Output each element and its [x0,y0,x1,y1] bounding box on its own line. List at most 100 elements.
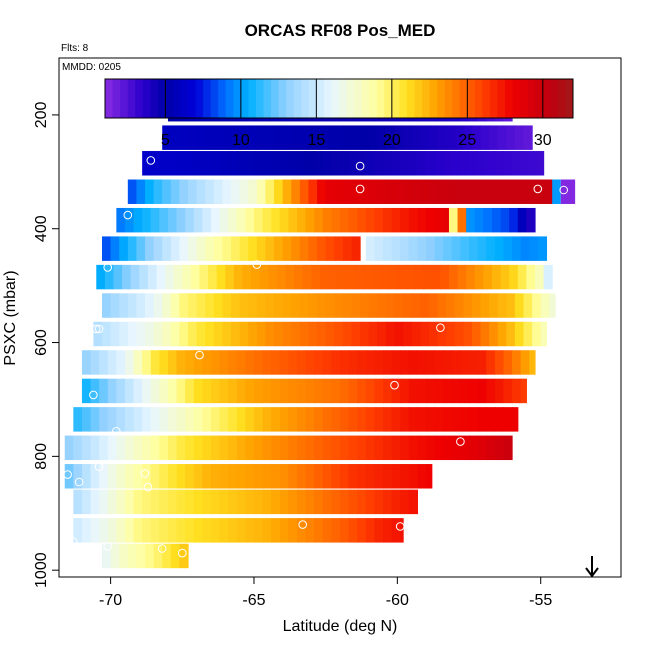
heatmap-cell [262,518,272,543]
colorbar-segment [203,79,212,118]
heatmap-cell [400,378,410,404]
heatmap-cell [213,125,224,150]
heatmap-cell [357,350,367,375]
colorbar-segment [391,79,400,118]
data-point-circle [390,380,399,390]
colorbar-segment [406,79,415,118]
heatmap-cell [305,435,315,461]
heatmap-cell [394,321,404,347]
heatmap-cell [342,125,353,150]
heatmap-cell [196,236,206,261]
heatmap-cell [486,236,496,261]
heatmap-cell [185,464,195,489]
heatmap-cell [231,321,241,347]
heatmap-cell [411,293,421,318]
heatmap-cell [153,543,163,569]
heatmap-cell [116,518,126,543]
heatmap-cell [196,179,206,204]
heatmap-cell [391,435,401,461]
colorbar-segment [429,79,438,118]
heatmap-cell [167,378,178,404]
heatmap-cell [107,407,117,432]
heatmap-cell [314,489,324,515]
heatmap-cell [340,435,350,461]
heatmap-cell [291,179,301,204]
heatmap-cell [185,407,195,432]
heatmap-cell [314,378,324,404]
heatmap-cell [176,207,186,233]
heatmap-cell [81,518,92,543]
heatmap-cell [279,407,289,432]
heatmap-cell [253,489,264,515]
heatmap-cell [99,350,109,375]
heatmap-cell [262,207,272,233]
heatmap-cell [463,179,473,204]
heatmap-cell [377,293,387,318]
heatmap-cell [188,321,198,347]
heatmap-cell [202,435,212,461]
heatmap-cell [357,435,367,461]
heatmap-cell [99,407,109,432]
heatmap-cell [170,293,181,318]
heatmap-cell [102,293,112,318]
heatmap-cell [400,236,410,261]
heatmap-cell [385,125,396,150]
heatmap-cell [156,264,166,290]
heatmap-cell [514,321,525,347]
x-tick-label: -65 [242,592,265,609]
heatmap-cell [305,350,315,375]
heatmap-cell [503,151,513,176]
heatmap-cell [426,151,436,176]
colorbar-segment [271,79,280,118]
heatmap-cell [454,125,464,150]
heatmap-cell [331,518,341,543]
heatmap-cell [506,125,516,150]
heatmap-cell [145,179,155,204]
y-tick-label: 400 [33,215,50,242]
heatmap-cell [228,435,238,461]
x-axis: -70 -65 -60 -55 [99,576,552,609]
heatmap-cell [529,236,539,261]
heatmap-cell [279,464,289,489]
heatmap-cell [440,264,450,290]
heatmap-cell [193,350,203,375]
heatmap-cell [489,321,499,347]
heatmap-cell [176,435,186,461]
heatmap-cell [167,207,178,233]
heatmap-cell [403,293,413,318]
heatmap-cell [73,464,83,489]
y-tick-label: 200 [33,101,50,128]
data-point-circle [112,427,121,436]
heatmap-cell [274,125,284,150]
heatmap-cell [334,125,344,150]
heatmap-cell [274,321,284,347]
heatmap-cell [236,350,246,375]
heatmap-cell [480,293,490,318]
heatmap-cell [219,407,229,432]
data-point-circle [355,161,365,171]
heatmap-cell [540,179,550,204]
heatmap-cell [265,125,275,150]
heatmap-cell [116,435,126,461]
heatmap-cell [305,378,315,404]
heatmap-cell [443,435,453,461]
heatmap-cell [305,207,315,233]
heatmap-cell [523,179,533,204]
heatmap-cell [434,378,444,404]
heatmap-cell [469,350,479,375]
heatmap-cell [276,264,287,290]
heatmap-cell [179,236,189,261]
heatmap-cell [185,435,195,461]
heatmap-cell [520,151,530,176]
heatmap-cell [360,179,370,204]
data-point-circle [436,323,445,333]
heatmap-cell [162,179,172,204]
heatmap-cell [150,435,160,461]
heatmap-cell [236,151,246,176]
heatmap-cell [124,407,135,432]
heatmap-cell [265,179,275,204]
heatmap-cell [90,378,100,404]
heatmap-cell [99,489,109,515]
heatmap-cell [317,179,327,204]
colorbar-segment [218,79,227,118]
